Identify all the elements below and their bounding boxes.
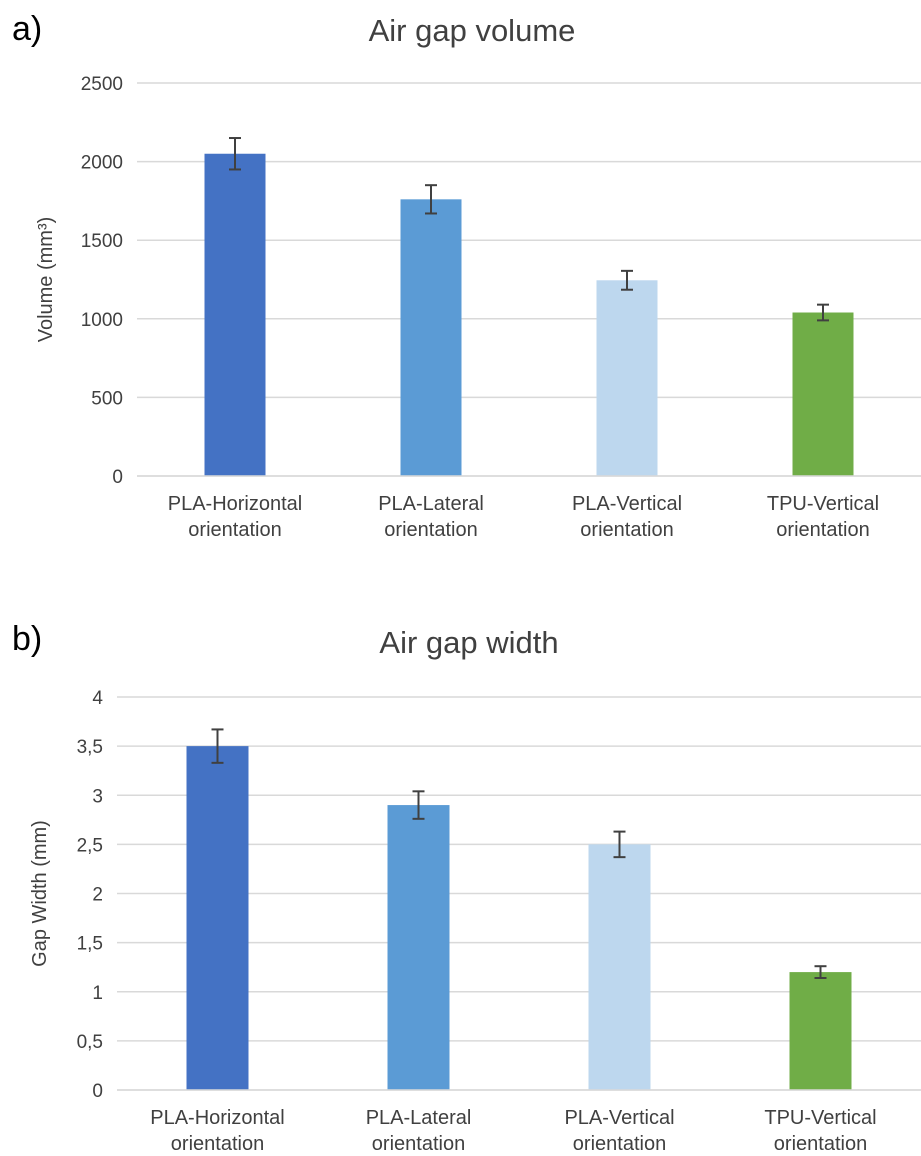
panel-label-b: b) <box>12 620 43 658</box>
x-tick-label: TPU-Vertical <box>767 493 879 515</box>
x-tick-label: orientation <box>171 1133 264 1155</box>
y-tick-label: 1,5 <box>77 934 103 955</box>
bar <box>792 312 854 476</box>
y-tick-label: 1000 <box>81 310 123 331</box>
bar <box>588 844 651 1090</box>
y-tick-label: 0 <box>112 467 123 488</box>
x-tick-label: PLA-Lateral <box>378 493 484 515</box>
bar <box>400 199 462 476</box>
y-tick-label: 2500 <box>81 74 123 95</box>
y-tick-label: 1500 <box>81 231 123 252</box>
x-tick-label: orientation <box>580 519 673 541</box>
bar <box>387 805 450 1090</box>
x-tick-label: orientation <box>774 1133 867 1155</box>
y-tick-label: 3 <box>92 786 103 807</box>
y-tick-label: 4 <box>92 688 103 709</box>
y-tick-label: 1 <box>92 983 103 1004</box>
y-axis-label: Volume (mm³) <box>35 217 57 343</box>
panel-label-a: a) <box>12 10 43 48</box>
x-tick-label: PLA-Horizontal <box>168 493 303 515</box>
x-tick-label: PLA-Horizontal <box>150 1107 285 1129</box>
x-tick-label: orientation <box>573 1133 666 1155</box>
y-tick-label: 500 <box>91 388 123 409</box>
y-tick-label: 2000 <box>81 153 123 174</box>
y-tick-label: 2 <box>92 885 103 906</box>
x-tick-label: orientation <box>384 519 477 541</box>
x-tick-label: orientation <box>776 519 869 541</box>
y-tick-label: 0 <box>92 1081 103 1102</box>
y-tick-label: 3,5 <box>77 737 103 758</box>
x-tick-label: PLA-Vertical <box>564 1107 674 1129</box>
bar <box>596 280 658 476</box>
bar <box>186 746 249 1090</box>
bar <box>204 153 266 477</box>
air-gap-width-chart: Air gap width 0 0,5 1 1,5 2 2,5 3 3,5 4 Gap Width … <box>29 625 921 1155</box>
x-tick-label: orientation <box>188 519 281 541</box>
y-tick-label: 2,5 <box>77 835 103 856</box>
x-tick-label: orientation <box>372 1133 465 1155</box>
x-tick-label: PLA-Vertical <box>572 493 682 515</box>
x-tick-label: PLA-Lateral <box>366 1107 472 1129</box>
chart-title: Air gap width <box>379 625 558 660</box>
bar <box>789 972 852 1090</box>
y-tick-label: 0,5 <box>77 1032 103 1053</box>
x-tick-label: TPU-Vertical <box>764 1107 876 1129</box>
chart-title: Air gap volume <box>369 13 576 48</box>
y-axis-label: Gap Width (mm) <box>29 820 51 967</box>
air-gap-volume-chart: Air gap volume 0 500 1000 1500 2000 2500 Volume… <box>35 13 921 541</box>
